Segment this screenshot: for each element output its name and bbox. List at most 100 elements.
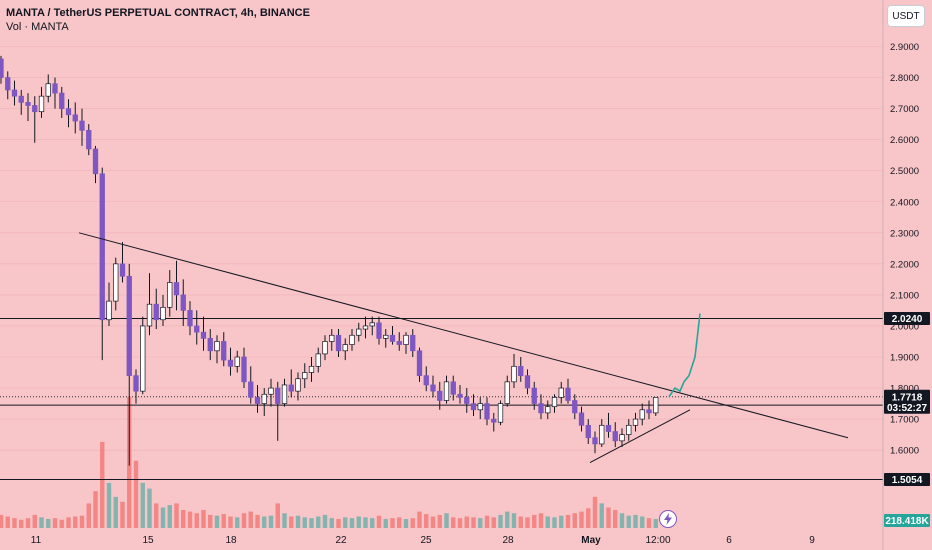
candle-body: [207, 338, 213, 352]
candle-body: [632, 418, 639, 426]
candle-body: [329, 334, 335, 342]
time-tick-label: 6: [726, 535, 732, 546]
candle-body: [52, 83, 58, 94]
currency-unit-button[interactable]: USDT: [887, 5, 925, 27]
volume-bar: [268, 515, 274, 528]
candle-body: [288, 384, 294, 392]
countdown-label: 03:52:27: [887, 403, 927, 414]
volume-bar: [626, 515, 631, 528]
trendlines: [78, 232, 849, 464]
candle-body: [558, 387, 564, 398]
price-tick-label: 1.8000: [890, 384, 919, 395]
price-tick-label: 2.0000: [890, 321, 919, 332]
volume-bar: [295, 515, 301, 528]
candle-body: [275, 387, 281, 404]
candle-body: [592, 437, 598, 445]
lightning-icon[interactable]: [659, 510, 677, 528]
level-price-tag-label: 1.5054: [892, 475, 923, 486]
candle-body: [430, 384, 436, 392]
time-tick-label: 25: [420, 535, 432, 546]
price-tick-label: 2.1000: [890, 290, 919, 301]
candle-body: [349, 334, 355, 345]
volume-bar: [505, 511, 510, 528]
volume-bar: [187, 511, 193, 528]
candle-body: [126, 275, 132, 376]
time-tick-label: 15: [142, 535, 154, 546]
volume-bar: [525, 517, 530, 528]
volume-bar: [619, 513, 625, 528]
candle-body: [653, 397, 659, 414]
candle-body: [511, 365, 517, 383]
price-tick-label: 2.8000: [890, 73, 919, 84]
volume-bar: [592, 496, 598, 528]
candle-body: [5, 77, 11, 91]
volume-bar: [289, 516, 294, 528]
candle-body: [477, 403, 483, 411]
candle-body: [106, 300, 112, 321]
last-price-label: 1.7718: [892, 392, 923, 403]
candle-body: [315, 353, 321, 367]
volume-bar: [579, 511, 584, 528]
volume-bar: [167, 505, 172, 528]
candle-body: [335, 334, 342, 352]
candle-body: [545, 406, 551, 414]
grid: [0, 46, 883, 451]
volume-bar: [201, 509, 206, 528]
candle-body: [65, 108, 72, 116]
candle-body: [376, 322, 382, 339]
candle-body: [389, 334, 396, 342]
candle-body: [0, 58, 4, 78]
candle-body: [268, 387, 274, 395]
volume-bar: [255, 514, 260, 528]
volume-bar: [59, 519, 64, 528]
volume-bar: [613, 509, 618, 528]
candle-body: [214, 341, 220, 352]
volume-bar: [309, 518, 314, 528]
volume-tag-label: 218.418K: [885, 516, 929, 527]
candle-body: [140, 325, 146, 392]
symbol-title[interactable]: MANTA / TetherUS PERPETUAL CONTRACT, 4h,…: [6, 7, 310, 19]
volume-bar: [100, 441, 105, 528]
candle-body: [72, 114, 78, 122]
volume-bar: [464, 516, 469, 528]
price-tick-label: 2.2000: [890, 259, 919, 270]
candle-body: [308, 365, 315, 373]
candle-body: [187, 310, 193, 327]
level-price-tag-label: 2.0240: [892, 314, 923, 325]
volume-bar: [241, 513, 247, 528]
candle-body: [464, 397, 470, 404]
candle-body: [302, 372, 308, 380]
volume-bar: [349, 518, 355, 528]
price-tick-label: 1.9000: [890, 353, 919, 364]
volume-bar: [572, 513, 577, 528]
volume-bar: [120, 501, 125, 528]
candle-body: [470, 403, 477, 411]
candle-body: [538, 403, 544, 414]
price-tick-label: 2.7000: [890, 104, 919, 115]
volume-bar: [181, 509, 186, 528]
candle-body: [160, 306, 166, 321]
price-tick-label: 2.5000: [890, 166, 919, 177]
volume-bar: [451, 517, 456, 528]
candle-body: [79, 120, 85, 131]
volume-bar: [32, 514, 37, 528]
volume-bar: [552, 517, 557, 528]
volume-bar: [79, 515, 85, 528]
candle-body: [639, 409, 645, 420]
volume-bar: [532, 514, 537, 528]
volume-bar: [356, 516, 361, 528]
candle-body: [356, 328, 362, 336]
price-axis[interactable]: 2.9000 2.8000 2.7000 2.6000 2.5000 2.4000 2.30…: [890, 42, 919, 457]
volume-bar: [640, 516, 645, 528]
candle-body: [167, 282, 173, 308]
volume-bar: [545, 516, 550, 528]
candle-body: [518, 365, 524, 376]
volume-indicator-label[interactable]: Vol · MANTA: [6, 21, 69, 33]
candle-body: [396, 341, 402, 345]
candle-body: [605, 424, 612, 432]
candle-body: [423, 375, 429, 386]
time-axis[interactable]: 11 15 18 22 25 28 May 12:00 6 9: [31, 535, 815, 546]
time-tick-label: May: [581, 535, 601, 546]
volume-bar: [471, 517, 476, 528]
